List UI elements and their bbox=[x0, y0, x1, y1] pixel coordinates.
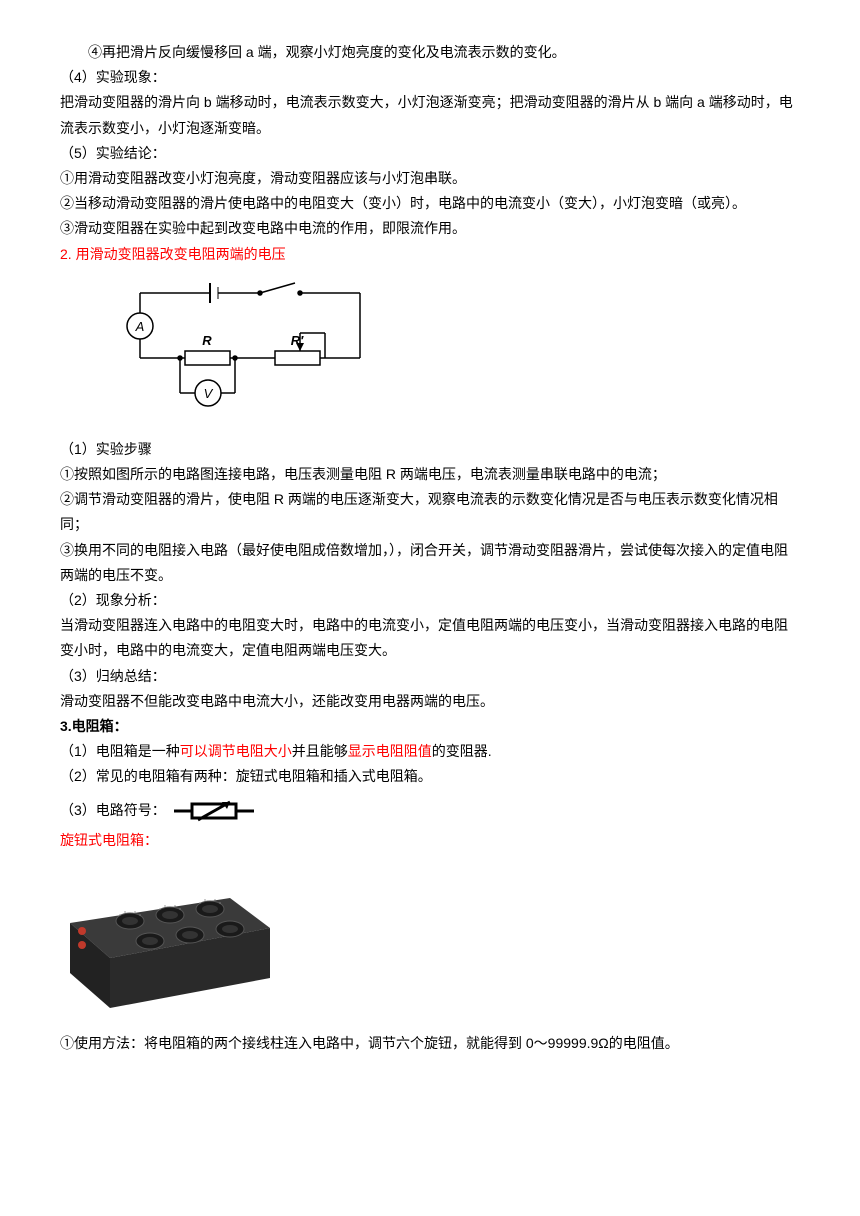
paragraph: ③换用不同的电阻接入电路（最好使电阻成倍数增加，），闭合开关，调节滑动变阻器滑片… bbox=[60, 538, 800, 588]
paragraph: 当滑动变阻器连入电路中的电阻变大时，电路中的电流变小，定值电阻两端的电压变小，当… bbox=[60, 613, 800, 663]
text-fragment-red: 显示电阻阻值 bbox=[348, 743, 432, 759]
paragraph: ②当移动滑动变阻器的滑片使电路中的电阻变大（变小）时，电路中的电流变小（变大），… bbox=[60, 191, 800, 216]
paragraph: （4）实验现象： bbox=[60, 65, 800, 90]
text-fragment: 的变阻器. bbox=[432, 743, 492, 759]
paragraph: （1）电阻箱是一种可以调节电阻大小并且能够显示电阻阻值的变阻器. bbox=[60, 739, 800, 764]
paragraph: （3）归纳总结： bbox=[60, 664, 800, 689]
paragraph: 滑动变阻器不但能改变电路中电流大小，还能改变用电器两端的电压。 bbox=[60, 689, 800, 714]
resistor-rp-label: R′ bbox=[291, 333, 304, 348]
paragraph: ②调节滑动变阻器的滑片，使电阻 R 两端的电压逐渐变大，观察电流表的示数变化情况… bbox=[60, 487, 800, 537]
resistor-r-label: R bbox=[202, 333, 212, 348]
ammeter-label: A bbox=[135, 319, 145, 334]
resistor-box-symbol bbox=[174, 798, 254, 824]
paragraph: ③滑动变阻器在实验中起到改变电路中电流的作用，即限流作用。 bbox=[60, 216, 800, 241]
paragraph: ①使用方法：将电阻箱的两个接线柱连入电路中，调节六个旋钮，就能得到 0～9999… bbox=[60, 1031, 800, 1056]
paragraph: ①按照如图所示的电路图连接电路，电压表测量电阻 R 两端电压，电流表测量串联电路… bbox=[60, 462, 800, 487]
paragraph-label: （3）电路符号： bbox=[60, 798, 166, 823]
paragraph: （5）实验结论： bbox=[60, 141, 800, 166]
subsection-title: 旋钮式电阻箱： bbox=[60, 828, 800, 853]
paragraph: （2）常见的电阻箱有两种：旋钮式电阻箱和插入式电阻箱。 bbox=[60, 764, 800, 789]
text-fragment-red: 可以调节电阻大小 bbox=[180, 743, 292, 759]
resistance-box-image bbox=[60, 863, 280, 1013]
section-title-3: 3.电阻箱： bbox=[60, 714, 800, 739]
text-fragment: （1）电阻箱是一种 bbox=[60, 743, 180, 759]
paragraph: ①用滑动变阻器改变小灯泡亮度，滑动变阻器应该与小灯泡串联。 bbox=[60, 166, 800, 191]
section-title-2: 2. 用滑动变阻器改变电阻两端的电压 bbox=[60, 242, 800, 267]
paragraph: （1）实验步骤 bbox=[60, 437, 800, 462]
circuit-diagram: A V R R′ bbox=[100, 273, 380, 423]
paragraph: 把滑动变阻器的滑片向 b 端移动时，电流表示数变大，小灯泡逐渐变亮；把滑动变阻器… bbox=[60, 90, 800, 140]
paragraph: （2）现象分析： bbox=[60, 588, 800, 613]
text-fragment: 并且能够 bbox=[292, 743, 348, 759]
voltmeter-label: V bbox=[204, 386, 214, 401]
paragraph: ④再把滑片反向缓慢移回 a 端，观察小灯炮亮度的变化及电流表示数的变化。 bbox=[60, 40, 800, 65]
